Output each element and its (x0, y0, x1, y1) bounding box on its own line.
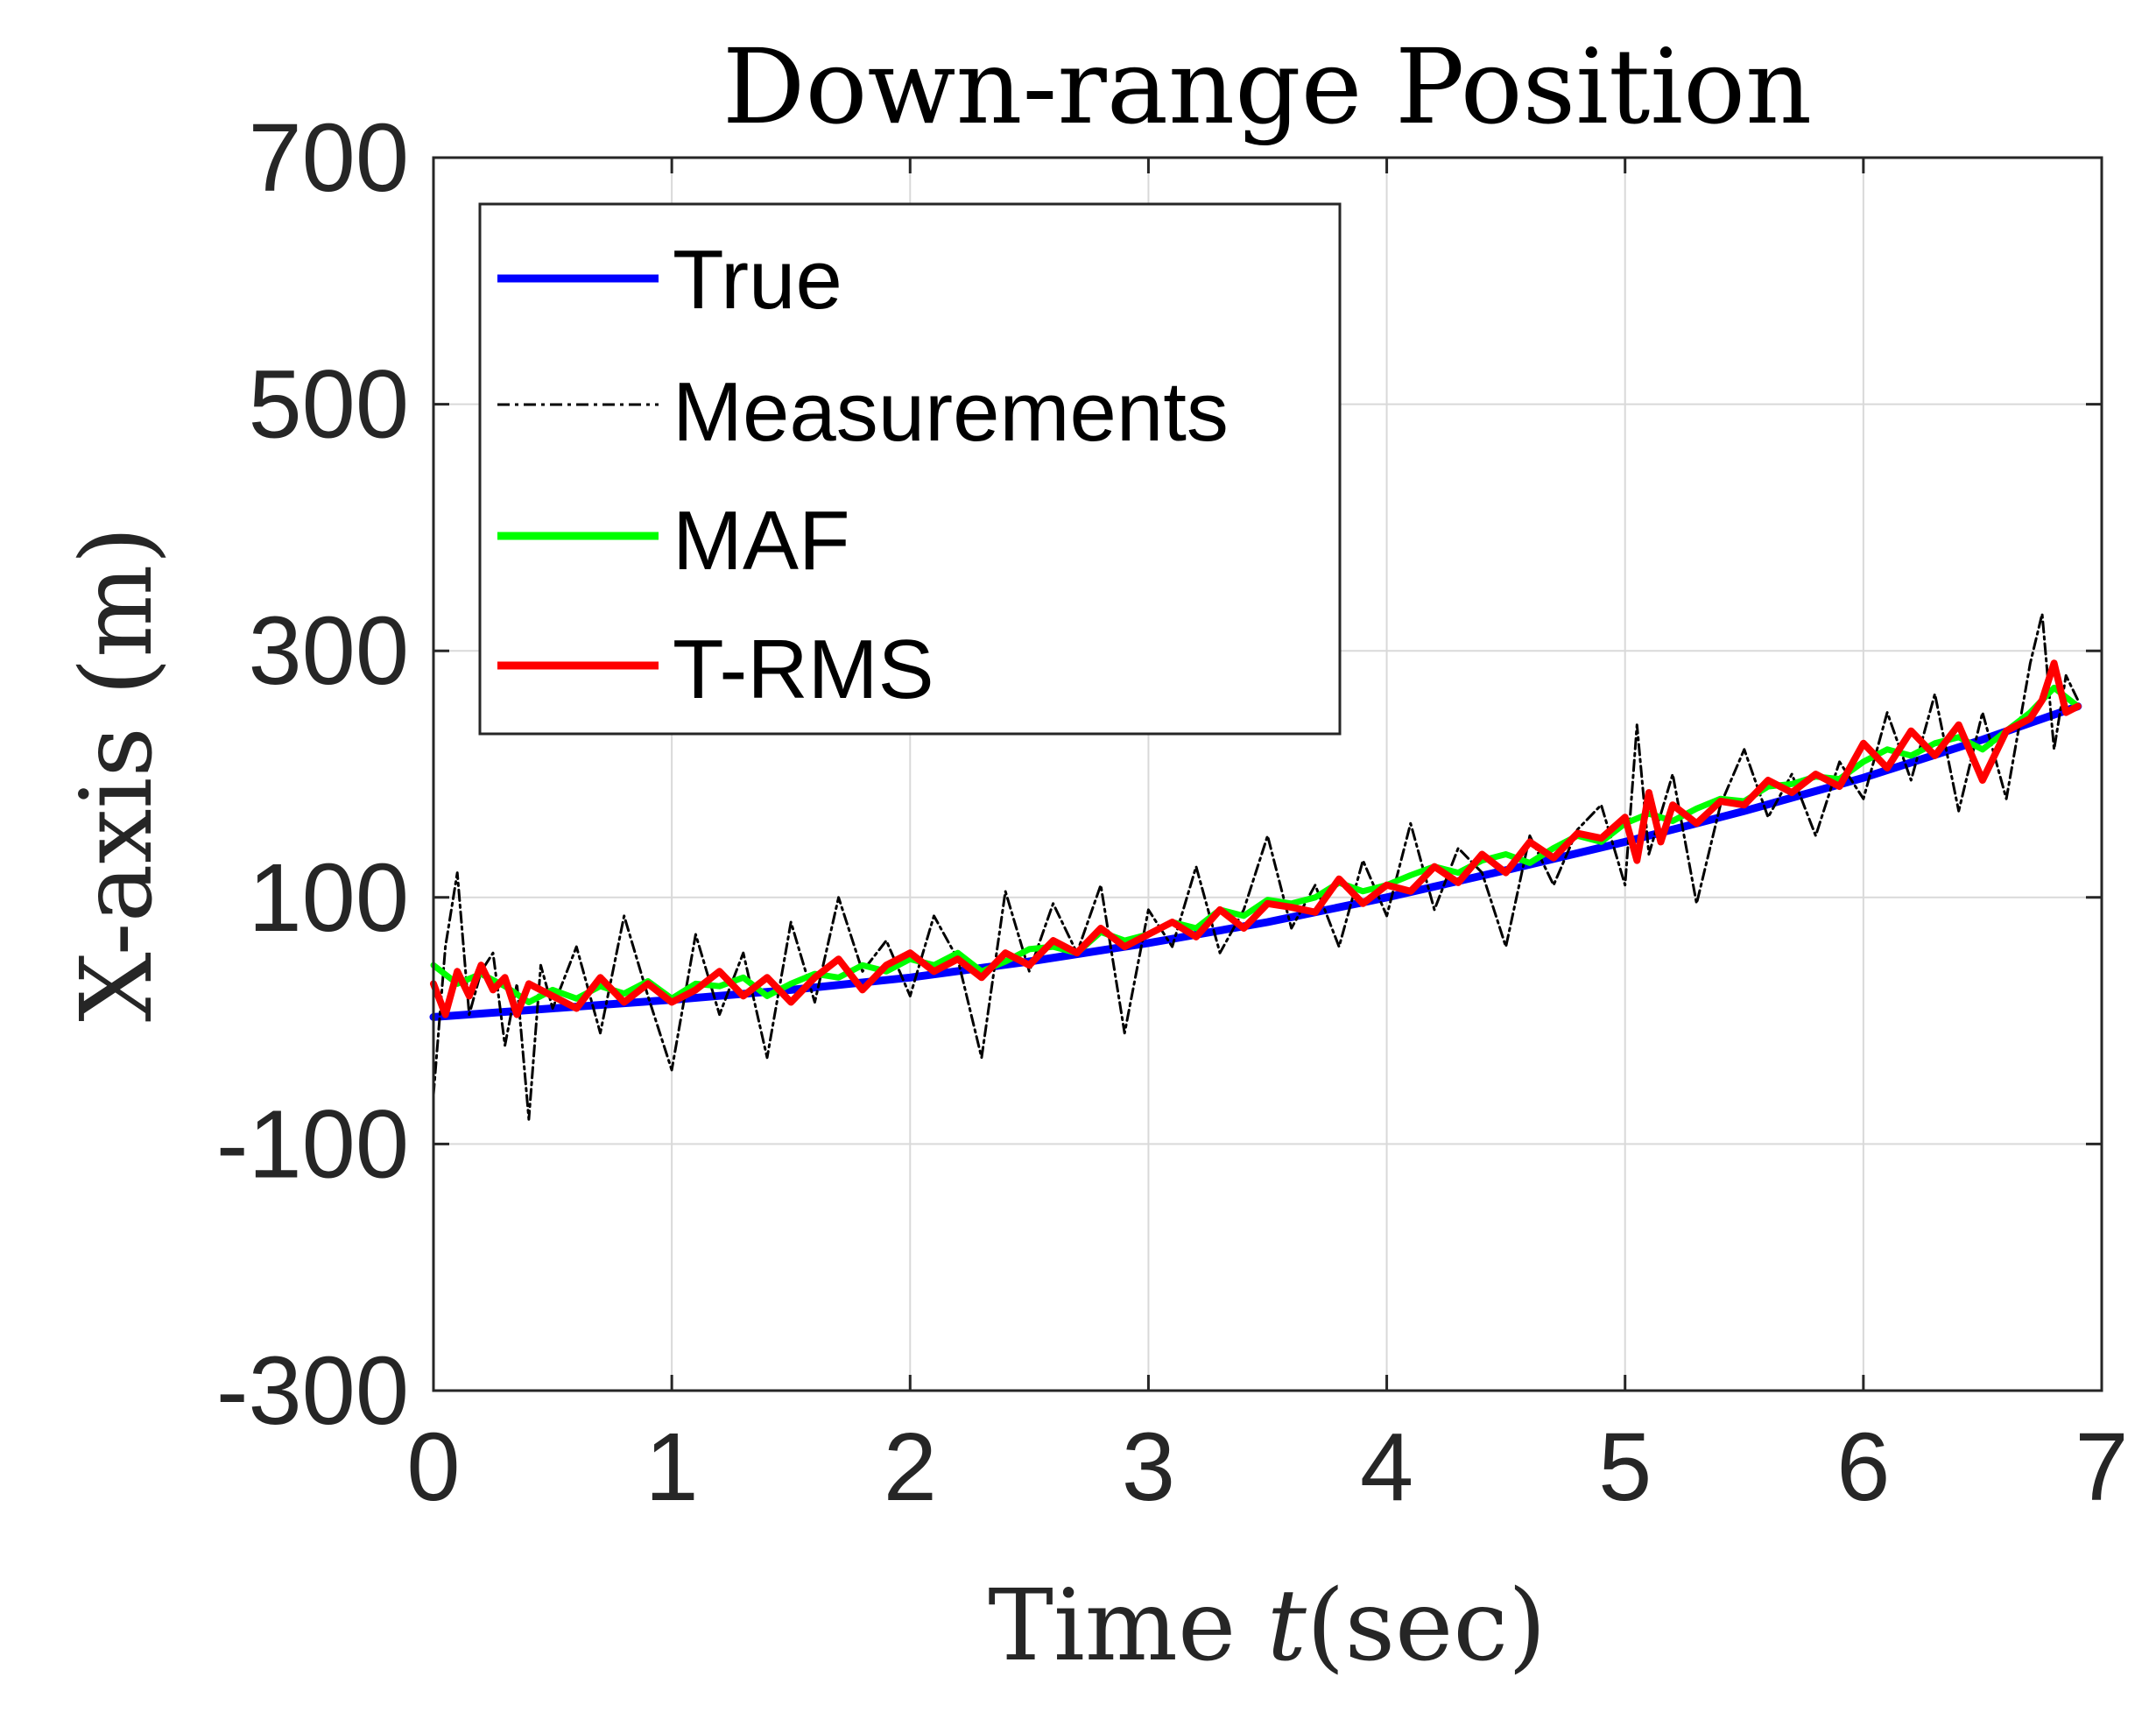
y-tick-label: 100 (248, 844, 409, 952)
legend: True Measurements MAF T-RMS (478, 202, 1342, 736)
plot-frame (432, 156, 2103, 1392)
series-line-true (429, 702, 2082, 1021)
x-axis-label-variable: t (1267, 1569, 1307, 1683)
y-axis-label: X-axis (m) (60, 526, 174, 1022)
x-tick-label: 5 (1598, 1413, 1652, 1521)
series-line-measurements (432, 612, 2080, 1121)
y-tick-label: -100 (216, 1090, 409, 1198)
legend-label-true: True (673, 233, 842, 327)
x-tick-label: 2 (884, 1413, 937, 1521)
y-tick-label: 500 (248, 351, 409, 459)
x-axis-label-prefix: Time (988, 1569, 1267, 1683)
legend-box (478, 202, 1342, 736)
chart-title: Down-range Position (722, 26, 1812, 147)
x-axis-label: Time t(sec) (988, 1569, 1547, 1683)
x-tick-label: 6 (1836, 1413, 1890, 1521)
x-axis-label-suffix: (sec) (1307, 1569, 1547, 1683)
x-tick-label: 3 (1122, 1413, 1175, 1521)
legend-label-maf: MAF (673, 494, 850, 588)
series-layer (429, 612, 2082, 1121)
y-tick-label: -300 (216, 1337, 409, 1445)
series-line-t-rms (430, 659, 2082, 1018)
y-tick-label: 300 (248, 597, 409, 705)
tick-layer: 0 1 2 3 4 5 6 7 -300 -100 100 300 500 700 (216, 104, 2129, 1521)
x-tick-label: 7 (2075, 1413, 2128, 1521)
legend-label-trms: T-RMS (673, 623, 934, 716)
x-tick-label: 0 (406, 1413, 460, 1521)
x-tick-label: 1 (645, 1413, 699, 1521)
x-tick-label: 4 (1360, 1413, 1413, 1521)
y-tick-label: 700 (248, 104, 409, 212)
legend-label-measurements: Measurements (673, 365, 1229, 459)
